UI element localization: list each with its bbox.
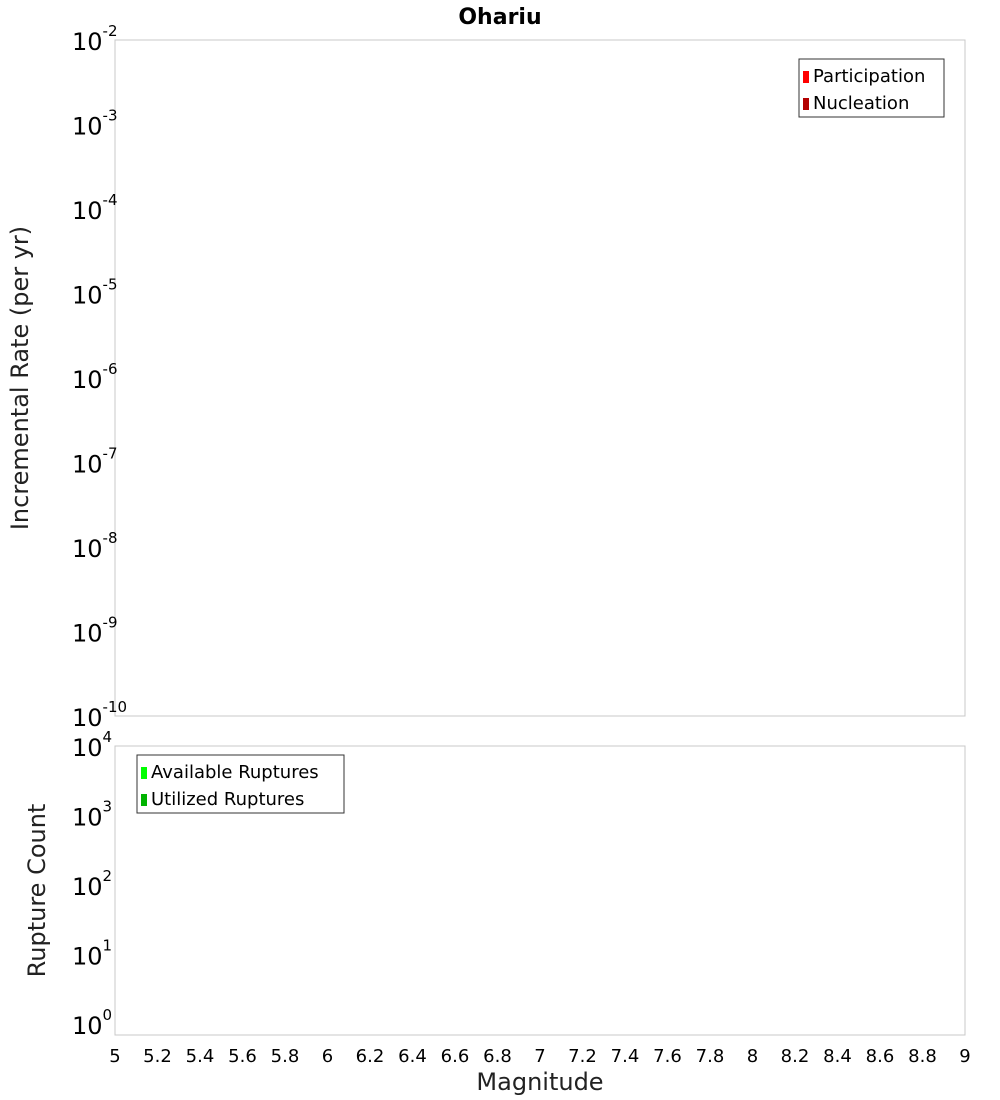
plot-panel-0: 10-10 10-9 10-8 10-7 10-6 10-5 10-4 10-3 10-2 Inc… bbox=[6, 5, 966, 732]
y-tick-label: 10-7 bbox=[72, 445, 118, 479]
x-tick-label: 5 bbox=[109, 1046, 120, 1067]
x-tick-label: 8.2 bbox=[781, 1046, 810, 1067]
x-tick-label: 5.2 bbox=[143, 1046, 172, 1067]
y-tick-label: 102 bbox=[72, 867, 112, 901]
plot-panel-1: 100 101 102 103 104 Rupture Count Available Ru… bbox=[23, 728, 971, 1096]
y-tick-label: 10-8 bbox=[72, 529, 118, 563]
legend-swatch bbox=[803, 98, 809, 110]
legend-box bbox=[798, 58, 945, 118]
x-tick-label: 7.8 bbox=[696, 1046, 725, 1067]
x-tick-label: 6.4 bbox=[398, 1046, 427, 1067]
y-tick-label: 10-10 bbox=[72, 698, 127, 732]
y-tick-label: 10-5 bbox=[72, 276, 118, 310]
x-tick-label: 5.4 bbox=[186, 1046, 215, 1067]
legend-label: Participation bbox=[813, 66, 925, 87]
x-tick-label: 9 bbox=[959, 1046, 970, 1067]
y-tick-label: 10-6 bbox=[72, 360, 118, 394]
x-tick-label: 7.4 bbox=[611, 1046, 640, 1067]
x-tick-label: 8.4 bbox=[823, 1046, 852, 1067]
y-tick-label: 104 bbox=[72, 728, 112, 762]
x-tick-label: 8 bbox=[747, 1046, 758, 1067]
x-tick-label: 6.8 bbox=[483, 1046, 512, 1067]
legend-label: Nucleation bbox=[813, 93, 909, 114]
x-axis-title: Magnitude bbox=[476, 1068, 603, 1096]
x-tick-label: 7.2 bbox=[568, 1046, 597, 1067]
x-tick-label: 6.2 bbox=[356, 1046, 385, 1067]
y-tick-label: 10-9 bbox=[72, 614, 118, 648]
legend: Available Ruptures Utilized Ruptures bbox=[136, 754, 345, 814]
y-axis-title: Rupture Count bbox=[23, 804, 51, 978]
legend: Participation Nucleation bbox=[798, 58, 945, 118]
y-tick-label: 10-4 bbox=[72, 191, 118, 225]
legend-label: Utilized Ruptures bbox=[151, 789, 304, 810]
y-axis-title: Incremental Rate (per yr) bbox=[6, 226, 34, 530]
x-tick-label: 8.8 bbox=[908, 1046, 937, 1067]
legend-swatch bbox=[803, 71, 809, 83]
y-tick-label: 10-3 bbox=[72, 107, 118, 141]
legend-box bbox=[136, 754, 345, 814]
x-tick-label: 6 bbox=[322, 1046, 333, 1067]
x-tick-label: 7.6 bbox=[653, 1046, 682, 1067]
chart-title: Ohariu bbox=[458, 5, 541, 30]
legend-swatch bbox=[141, 794, 147, 806]
x-tick-label: 6.6 bbox=[441, 1046, 470, 1067]
x-tick-label: 5.6 bbox=[228, 1046, 257, 1067]
y-tick-label: 100 bbox=[72, 1006, 112, 1040]
legend-label: Available Ruptures bbox=[151, 762, 319, 783]
x-tick-label: 7 bbox=[534, 1046, 545, 1067]
x-tick-label: 8.6 bbox=[866, 1046, 895, 1067]
y-tick-label: 10-2 bbox=[72, 22, 118, 56]
y-tick-label: 101 bbox=[72, 937, 112, 971]
x-tick-label: 5.8 bbox=[271, 1046, 300, 1067]
legend-swatch bbox=[141, 767, 147, 779]
plot-border bbox=[114, 39, 966, 717]
y-tick-label: 103 bbox=[72, 798, 112, 832]
